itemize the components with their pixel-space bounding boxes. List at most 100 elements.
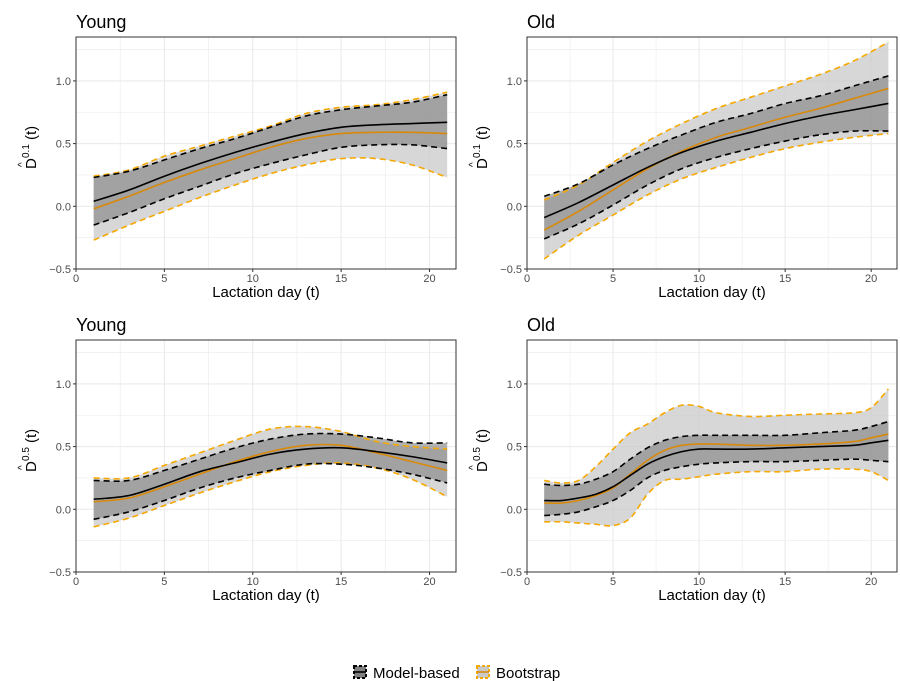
x-axis-label: Lactation day (t) bbox=[212, 587, 320, 604]
y-tick-label: 0.5 bbox=[56, 442, 71, 454]
y-tick-label: 0.0 bbox=[507, 504, 522, 516]
y-tick-label: −0.5 bbox=[49, 264, 71, 276]
panels: 0 5 10 15 20 −0.5 0.0 0.5 1.0 Lactation day (t) Yo… bbox=[17, 12, 898, 604]
y-label-hat: ^ bbox=[17, 162, 28, 167]
model-based-estimate-line bbox=[544, 439, 889, 502]
bootstrap-estimate-line bbox=[93, 131, 448, 210]
bootstrap-estimate-line bbox=[93, 443, 448, 503]
x-axis-label: Lactation day (t) bbox=[658, 587, 766, 604]
y-axis: −0.5 0.0 0.5 1.0 bbox=[49, 76, 76, 276]
x-tick-label: 20 bbox=[865, 273, 877, 285]
x-tick-label: 15 bbox=[335, 576, 347, 588]
model-based-band bbox=[93, 433, 448, 520]
x-tick-label: 15 bbox=[779, 576, 791, 588]
panel-border bbox=[75, 339, 457, 573]
y-tick-label: −0.5 bbox=[500, 567, 522, 579]
bootstrap-upper-line bbox=[543, 41, 889, 201]
bootstrap-upper-line bbox=[93, 91, 448, 177]
panel-title: Young bbox=[76, 12, 126, 32]
x-tick-label: 10 bbox=[693, 576, 705, 588]
y-label-argument: (t) bbox=[23, 429, 40, 443]
legend-label-model-based: Model-based bbox=[373, 665, 460, 681]
y-tick-label: 0.0 bbox=[56, 201, 71, 213]
x-tick-label: 15 bbox=[335, 273, 347, 285]
y-tick-label: 1.0 bbox=[56, 76, 71, 88]
x-tick-label: 10 bbox=[693, 273, 705, 285]
y-tick-label: 1.0 bbox=[507, 379, 522, 391]
model-based-band bbox=[544, 75, 889, 239]
y-label-hat: ^ bbox=[17, 465, 28, 470]
x-tick-label: 0 bbox=[73, 576, 79, 588]
bootstrap-upper-line bbox=[544, 388, 889, 484]
panel-title: Old bbox=[527, 315, 555, 335]
x-axis: 0 5 10 15 20 bbox=[524, 269, 877, 285]
x-tick-label: 10 bbox=[247, 273, 259, 285]
x-axis-label: Lactation day (t) bbox=[658, 284, 766, 301]
model-based-estimate-line bbox=[93, 121, 448, 203]
model-based-lower-line bbox=[93, 143, 448, 226]
model-based-lower-line bbox=[93, 462, 448, 521]
y-label-superscript: 0.5 bbox=[21, 447, 32, 461]
x-tick-label: 20 bbox=[423, 273, 435, 285]
y-label-superscript: 0.1 bbox=[472, 144, 483, 158]
y-label-symbol: D bbox=[474, 461, 491, 472]
bootstrap-upper-line bbox=[93, 425, 448, 480]
model-based-lower-line bbox=[543, 129, 889, 240]
bootstrap-lower-line bbox=[93, 157, 448, 241]
y-label-superscript: 0.5 bbox=[472, 447, 483, 461]
panel-2: 0 5 10 15 20 −0.5 0.0 0.5 1.0 Lactation day (t) Ol… bbox=[468, 12, 898, 301]
x-tick-label: 0 bbox=[524, 273, 530, 285]
y-tick-label: 0.5 bbox=[507, 442, 522, 454]
x-axis-label: Lactation day (t) bbox=[212, 284, 320, 301]
y-axis-label: D^ 0.1 (t) bbox=[468, 126, 491, 169]
y-tick-label: 1.0 bbox=[507, 76, 522, 88]
x-tick-label: 10 bbox=[247, 576, 259, 588]
x-axis: 0 5 10 15 20 bbox=[73, 269, 436, 285]
y-axis: −0.5 0.0 0.5 1.0 bbox=[500, 379, 527, 579]
bootstrap-estimate-line bbox=[544, 433, 889, 505]
legend-key-model-based bbox=[353, 665, 367, 679]
x-tick-label: 20 bbox=[423, 576, 435, 588]
y-label-argument: (t) bbox=[474, 429, 491, 443]
panel-border bbox=[526, 36, 898, 270]
y-axis-label: D^ 0.5 (t) bbox=[17, 429, 40, 472]
legend: Model-based Bootstrap bbox=[353, 665, 560, 681]
y-tick-label: 1.0 bbox=[56, 379, 71, 391]
panel-3: 0 5 10 15 20 −0.5 0.0 0.5 1.0 Lactation day (t) Yo… bbox=[17, 315, 457, 604]
y-tick-label: 0.0 bbox=[507, 201, 522, 213]
y-axis: −0.5 0.0 0.5 1.0 bbox=[49, 379, 76, 579]
x-tick-label: 5 bbox=[161, 273, 167, 285]
y-label-superscript: 0.1 bbox=[21, 144, 32, 158]
model-based-estimate-line bbox=[543, 102, 889, 219]
y-tick-label: −0.5 bbox=[500, 264, 522, 276]
model-based-upper-line bbox=[93, 93, 448, 179]
panel-border bbox=[526, 339, 898, 573]
y-tick-label: −0.5 bbox=[49, 567, 71, 579]
bootstrap-lower-line bbox=[544, 468, 889, 527]
y-tick-label: 0.5 bbox=[507, 139, 522, 151]
y-tick-label: 0.5 bbox=[56, 139, 71, 151]
bootstrap-lower-line bbox=[93, 462, 448, 528]
x-tick-label: 5 bbox=[161, 576, 167, 588]
bootstrap-estimate-line bbox=[543, 87, 889, 231]
x-tick-label: 0 bbox=[73, 273, 79, 285]
y-axis-label: D^ 0.5 (t) bbox=[468, 429, 491, 472]
data-layer bbox=[543, 41, 889, 260]
x-tick-label: 0 bbox=[524, 576, 530, 588]
panel-title: Young bbox=[76, 315, 126, 335]
y-label-hat: ^ bbox=[468, 465, 479, 470]
bootstrap-lower-line bbox=[543, 132, 889, 260]
y-label-symbol: D bbox=[474, 158, 491, 169]
data-layer bbox=[544, 388, 889, 527]
panel-4: 0 5 10 15 20 −0.5 0.0 0.5 1.0 Lactation day (t) Ol… bbox=[468, 315, 898, 604]
legend-label-bootstrap: Bootstrap bbox=[496, 665, 560, 681]
model-based-upper-line bbox=[543, 75, 889, 198]
y-axis-label: D^ 0.1 (t) bbox=[17, 126, 40, 169]
model-based-estimate-line bbox=[93, 446, 448, 501]
y-tick-label: 0.0 bbox=[56, 504, 71, 516]
y-label-argument: (t) bbox=[23, 126, 40, 140]
model-based-band bbox=[93, 94, 448, 226]
x-tick-label: 20 bbox=[865, 576, 877, 588]
x-tick-label: 5 bbox=[610, 576, 616, 588]
